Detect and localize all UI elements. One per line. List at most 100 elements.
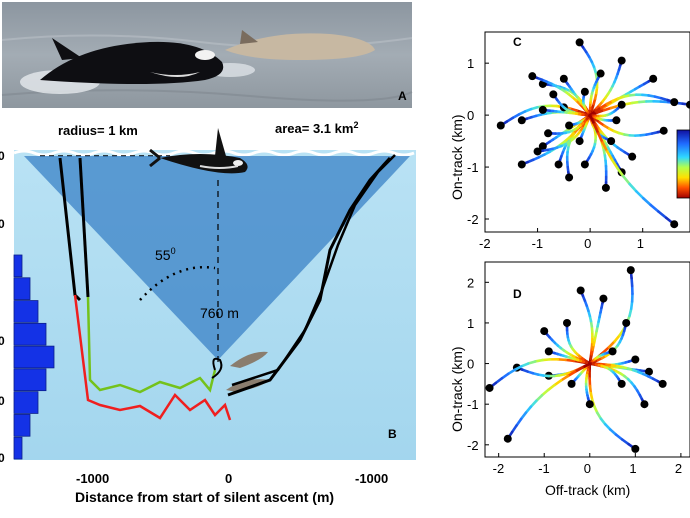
y-tick-label: -2 [467,212,479,227]
track-endpoint [659,126,668,135]
x-tick-label: 2 [675,461,682,476]
panel-c-label: C [513,35,522,49]
panel-d-ylabel: On-track (km) [449,346,465,432]
radius-label: radius= 1 km [58,123,138,138]
colorbar [676,129,690,199]
track-endpoint [517,160,526,169]
panel-b-xlabel: Distance from start of silent ascent (m) [75,489,334,505]
track-endpoint [580,160,589,169]
depth-histogram [13,254,55,460]
detection-cone [24,156,410,360]
histogram-bar [13,322,47,346]
track-endpoint [503,434,512,443]
track-endpoint [544,347,553,356]
histogram-bar [13,345,55,369]
track-endpoint [576,286,585,295]
track-endpoint [617,379,626,388]
track-endpoint [617,100,626,109]
panel-c-tracks [496,38,690,229]
track-endpoint [567,379,576,388]
track-endpoint [540,327,549,336]
track-endpoint [670,220,679,229]
track-endpoint [485,383,494,392]
histogram-bar [13,277,31,300]
track-endpoint [549,90,558,99]
histogram-bar [13,436,23,460]
angle-arc [139,265,216,301]
track-endpoint [580,87,589,96]
track-endpoint [608,347,617,356]
panel-b-xtick-3: -1000 [355,471,388,486]
track-endpoint [645,367,653,376]
track-endpoint [607,137,616,146]
y-tick-label: -1 [467,397,479,412]
panel-b-ytick-5: 0 [0,451,5,465]
x-tick-label: -1 [538,461,550,476]
histogram-bar [13,368,47,392]
orca-surface-icon [149,128,248,174]
panel-a-photo: A [1,2,413,108]
y-tick-label: 1 [467,56,474,71]
panel-b-label: B [388,427,397,441]
histogram-bar [13,300,39,323]
track-endpoint [517,116,526,125]
panel-b-xtick-1: -1000 [76,471,109,486]
track-endpoint [686,100,690,109]
track-endpoint [631,444,640,453]
panel-c: C -2 -1 0 1 1 0 -1 -2 On-track (km) [449,31,690,251]
track-endpoint [670,98,679,107]
track-endpoint [585,400,594,409]
histogram-bar [13,414,31,437]
track-endpoint [565,173,574,182]
x-tick-label: -2 [479,236,491,251]
track-endpoint [575,38,584,47]
track-endpoint [601,183,610,192]
track-endpoint [622,318,631,327]
histogram-bar [13,391,39,414]
ascent-track [227,156,392,397]
track-endpoint [559,74,568,83]
y-tick-label: 0 [467,108,474,123]
orca-icon [40,41,224,84]
y-tick-label: 0 [467,357,474,372]
track-endpoint [575,137,584,146]
y-tick-label: -2 [467,438,479,453]
track-endpoint [649,74,658,83]
track-endpoint [628,152,637,161]
track-endpoint [538,105,547,114]
x-tick-label: 1 [637,236,644,251]
dolphin-icon [226,351,270,392]
x-tick-label: -1 [532,236,544,251]
depth-label: 760 m [200,305,239,321]
track-endpoint [563,318,571,327]
track-endpoint [596,69,605,78]
track-endpoint [538,142,547,151]
panel-b-ytick-3: 0 [0,334,5,348]
panel-b: radius= 1 km area= 3.1 km2 550 760 m B 0… [0,120,416,505]
red-track [73,294,232,421]
histogram-bar [13,254,23,278]
track-endpoint [496,121,505,130]
panel-a-label: A [398,89,407,103]
track-endpoint [612,116,621,125]
panel-b-ytick-2: 0 [0,217,5,231]
x-tick-label: -2 [493,461,505,476]
x-tick-label: 1 [629,461,636,476]
panel-d-tracks [485,266,667,453]
angle-label: 550 [155,246,176,263]
panel-b-ytick-4: 0 [0,394,5,408]
track-endpoint [631,355,640,364]
track-endpoint [565,121,574,130]
track-endpoint [599,294,608,303]
y-tick-label: 1 [467,316,474,331]
track-endpoint [640,400,649,409]
track-endpoint [544,129,553,138]
x-tick-label: 0 [584,236,591,251]
x-tick-label: 0 [584,461,591,476]
track-endpoint [554,160,563,169]
pilot-whale-icon [225,33,375,60]
panel-b-ytick-1: 0 [0,149,5,163]
panel-d-label: D [513,287,522,301]
panel-b-xtick-2: 0 [225,471,232,486]
